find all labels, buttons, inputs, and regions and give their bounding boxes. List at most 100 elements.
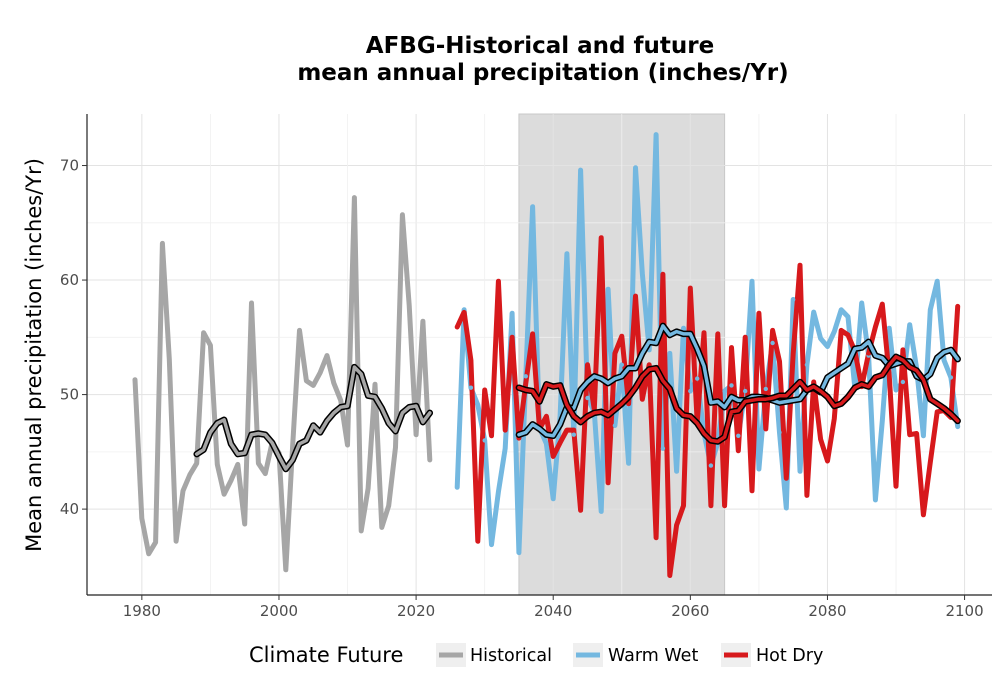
data-point-historical [221,492,227,497]
chart-title-line2: mean annual precipitation (inches/Yr) [297,60,788,86]
data-point-hot-dry [797,263,803,268]
data-point-hot-dry [832,416,837,421]
data-point-historical [324,353,330,358]
data-point-historical [215,462,220,467]
data-point-historical [379,525,384,530]
data-point-hot-dry [811,379,816,385]
data-point-warm-wet [777,430,782,435]
data-point-hot-dry [770,328,775,333]
plot-panel: 1980 2000 2020 2040 2060 2080 2100 40 50 60 70 [60,113,992,620]
moving-average-historical [194,365,432,471]
data-point-hot-dry [503,427,508,433]
data-point-hot-dry [935,409,940,414]
data-point-hot-dry [455,324,460,330]
data-point-historical [208,343,213,348]
data-point-warm-wet [770,340,775,346]
data-point-historical [297,328,302,333]
data-point-hot-dry [722,503,727,508]
data-point-historical [194,461,199,466]
data-point-historical [187,472,192,477]
data-point-warm-wet [653,132,659,137]
data-point-hot-dry [647,362,652,367]
data-point-hot-dry [688,285,693,291]
data-point-warm-wet [907,322,912,327]
data-point-hot-dry [551,454,556,459]
data-point-historical [393,445,398,450]
data-point-warm-wet [887,326,892,331]
data-point-hot-dry [653,535,659,540]
data-point-warm-wet [928,307,933,312]
data-point-warm-wet [695,376,700,381]
data-point-warm-wet [633,165,638,170]
data-point-hot-dry [660,272,666,277]
legend-label-historical: Historical [470,646,552,666]
data-point-historical [352,195,357,200]
data-point-historical [132,377,138,382]
data-point-hot-dry [571,427,576,433]
data-point-historical [427,457,432,463]
data-point-hot-dry [804,493,810,498]
data-point-historical [180,488,186,493]
data-point-hot-dry [530,331,535,337]
data-point-hot-dry [907,432,912,437]
data-point-hot-dry [585,362,590,367]
data-point-historical [235,462,240,467]
data-point-historical [413,432,419,437]
data-point-warm-wet [941,358,947,363]
data-point-warm-wet [578,167,583,173]
data-point-warm-wet [599,509,604,514]
data-point-hot-dry [825,458,830,464]
data-point-warm-wet [893,387,899,393]
data-point-historical [146,551,151,556]
data-point-warm-wet [797,469,803,474]
data-point-warm-wet [736,433,741,438]
data-point-warm-wet [935,279,940,284]
series-line-historical [132,195,433,573]
data-point-warm-wet [667,351,672,356]
data-point-warm-wet [873,497,878,503]
data-point-hot-dry [749,488,755,493]
data-point-historical [167,356,172,362]
data-point-warm-wet [708,463,714,468]
data-point-hot-dry [701,330,707,335]
x-tick-label: 2100 [945,602,983,620]
data-point-historical [228,478,234,483]
data-point-warm-wet [674,469,679,474]
data-point-hot-dry [557,440,563,445]
data-point-warm-wet [530,204,535,209]
data-point-warm-wet [564,251,570,256]
data-point-hot-dry [784,476,789,481]
data-point-historical [386,503,391,508]
data-point-warm-wet [756,466,762,472]
data-point-hot-dry [791,351,796,356]
data-point-hot-dry [818,437,823,442]
data-point-hot-dry [489,433,494,438]
data-point-warm-wet [743,388,748,394]
data-point-warm-wet [605,287,611,292]
data-point-hot-dry [544,414,549,419]
data-point-warm-wet [811,309,816,315]
data-point-warm-wet [626,461,631,466]
data-point-hot-dry [928,460,933,465]
data-point-hot-dry [461,309,467,315]
chart-title-line1: AFBG-Historical and future [366,33,714,59]
data-point-historical [407,303,412,308]
data-point-warm-wet [900,379,906,385]
y-tick-label: 40 [60,500,79,518]
legend-label-warm-wet: Warm Wet [608,646,698,666]
data-point-warm-wet [640,271,645,276]
data-point-warm-wet [475,402,480,408]
data-point-historical [160,241,165,246]
legend-label-hot-dry: Hot Dry [756,646,823,666]
x-tick-label: 1980 [123,602,161,620]
data-point-historical [400,212,405,217]
data-point-warm-wet [825,344,830,349]
data-point-historical [283,567,288,572]
data-point-hot-dry [612,351,618,356]
data-point-warm-wet [544,441,549,446]
data-point-hot-dry [619,334,624,339]
data-point-hot-dry [839,328,844,333]
data-point-hot-dry [496,279,501,284]
data-point-hot-dry [866,351,871,356]
